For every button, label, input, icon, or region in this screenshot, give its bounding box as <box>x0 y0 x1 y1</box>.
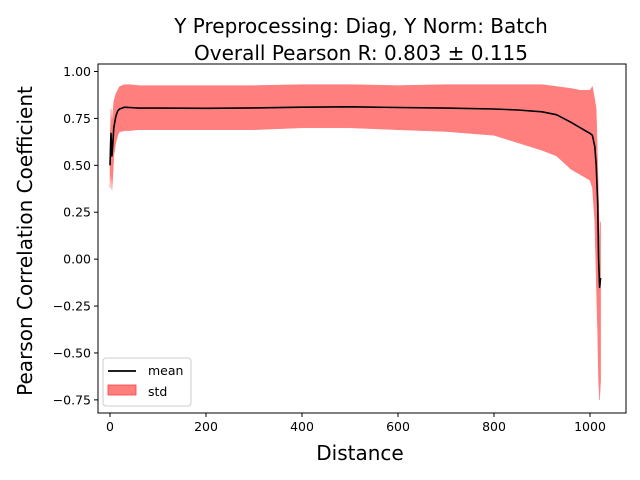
x-axis-label: Distance <box>316 441 403 465</box>
y-tick-label: 0.25 <box>63 205 91 220</box>
x-tick-label: 0 <box>106 419 114 434</box>
y-axis-label: Pearson Correlation Coefficient <box>13 86 37 396</box>
chart-title: Y Preprocessing: Diag, Y Norm: Batch <box>173 14 548 38</box>
legend-std-swatch <box>107 384 137 396</box>
y-tick-label: 0.75 <box>63 111 91 126</box>
x-tick-label: 600 <box>386 419 410 434</box>
y-tick-label: −0.75 <box>53 392 91 407</box>
x-axis-ticks: 0 200 400 600 800 1000 <box>106 413 606 434</box>
mean-line <box>109 106 602 289</box>
y-tick-label: 0.50 <box>63 158 91 173</box>
x-tick-label: 200 <box>194 419 218 434</box>
y-tick-label: −0.25 <box>53 299 91 314</box>
y-tick-label: −0.50 <box>53 345 91 360</box>
plot-area <box>109 84 602 400</box>
x-tick-label: 800 <box>482 419 506 434</box>
legend: mean std <box>102 357 192 407</box>
std-band <box>109 84 601 400</box>
x-tick-label: 1000 <box>574 419 606 434</box>
chart-subtitle: Overall Pearson R: 0.803 ± 0.115 <box>194 41 528 65</box>
y-tick-label: 1.00 <box>63 64 91 79</box>
legend-std-label: std <box>148 384 167 399</box>
x-tick-label: 400 <box>290 419 314 434</box>
axes-frame <box>97 63 627 414</box>
y-axis-ticks: −0.75 −0.50 −0.25 0.00 0.25 0.50 0.75 1.00 <box>53 64 98 407</box>
legend-mean-label: mean <box>148 363 183 378</box>
y-tick-label: 0.00 <box>63 252 91 267</box>
